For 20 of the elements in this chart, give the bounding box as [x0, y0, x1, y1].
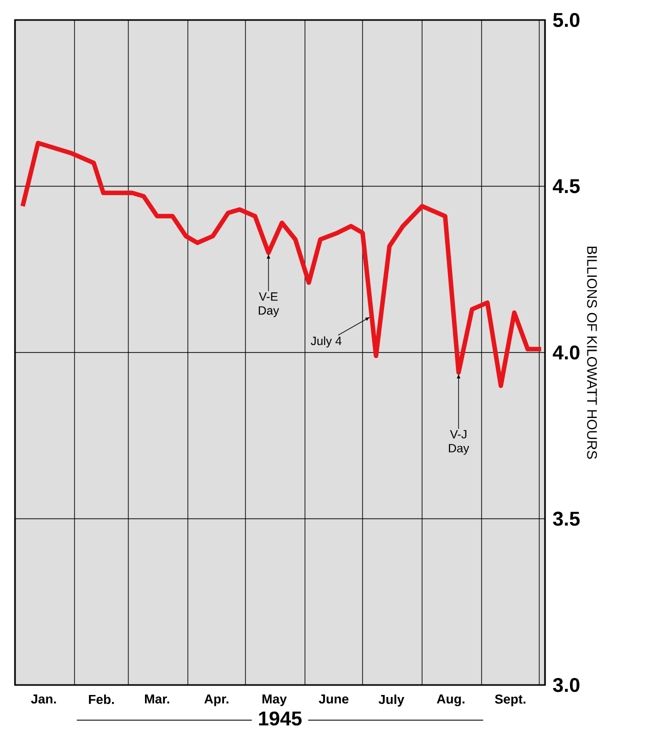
x-tick-label: June [318, 694, 348, 704]
x-tick-label: Feb. [88, 694, 114, 704]
annotation: V-E Day [258, 292, 280, 318]
x-tick-label: July [378, 694, 404, 707]
x-tick-label: May [262, 694, 287, 706]
x-axis-title: 1945 [259, 711, 302, 726]
x-tick-label: Mar. [145, 694, 170, 704]
line-series [20, 140, 544, 388]
x-tick-label: Aug. [436, 694, 464, 706]
y-tick-label: 3.5 [552, 512, 580, 526]
y-tick-label: 3.0 [552, 678, 580, 692]
x-tick-label: Sept. [494, 694, 526, 706]
annotation: V-J Day [448, 430, 470, 455]
x-tick-label: Apr. [204, 694, 228, 706]
annotation: July 4 [310, 336, 342, 348]
x-tick-label: Jan. [31, 694, 56, 704]
y-tick-label: 4.5 [552, 179, 580, 194]
y-tick-label: 4.0 [552, 345, 580, 360]
y-tick-label: 5.0 [553, 12, 580, 28]
y-axis-title: BILLIONS OF KILOWATT HOURS [587, 246, 597, 459]
